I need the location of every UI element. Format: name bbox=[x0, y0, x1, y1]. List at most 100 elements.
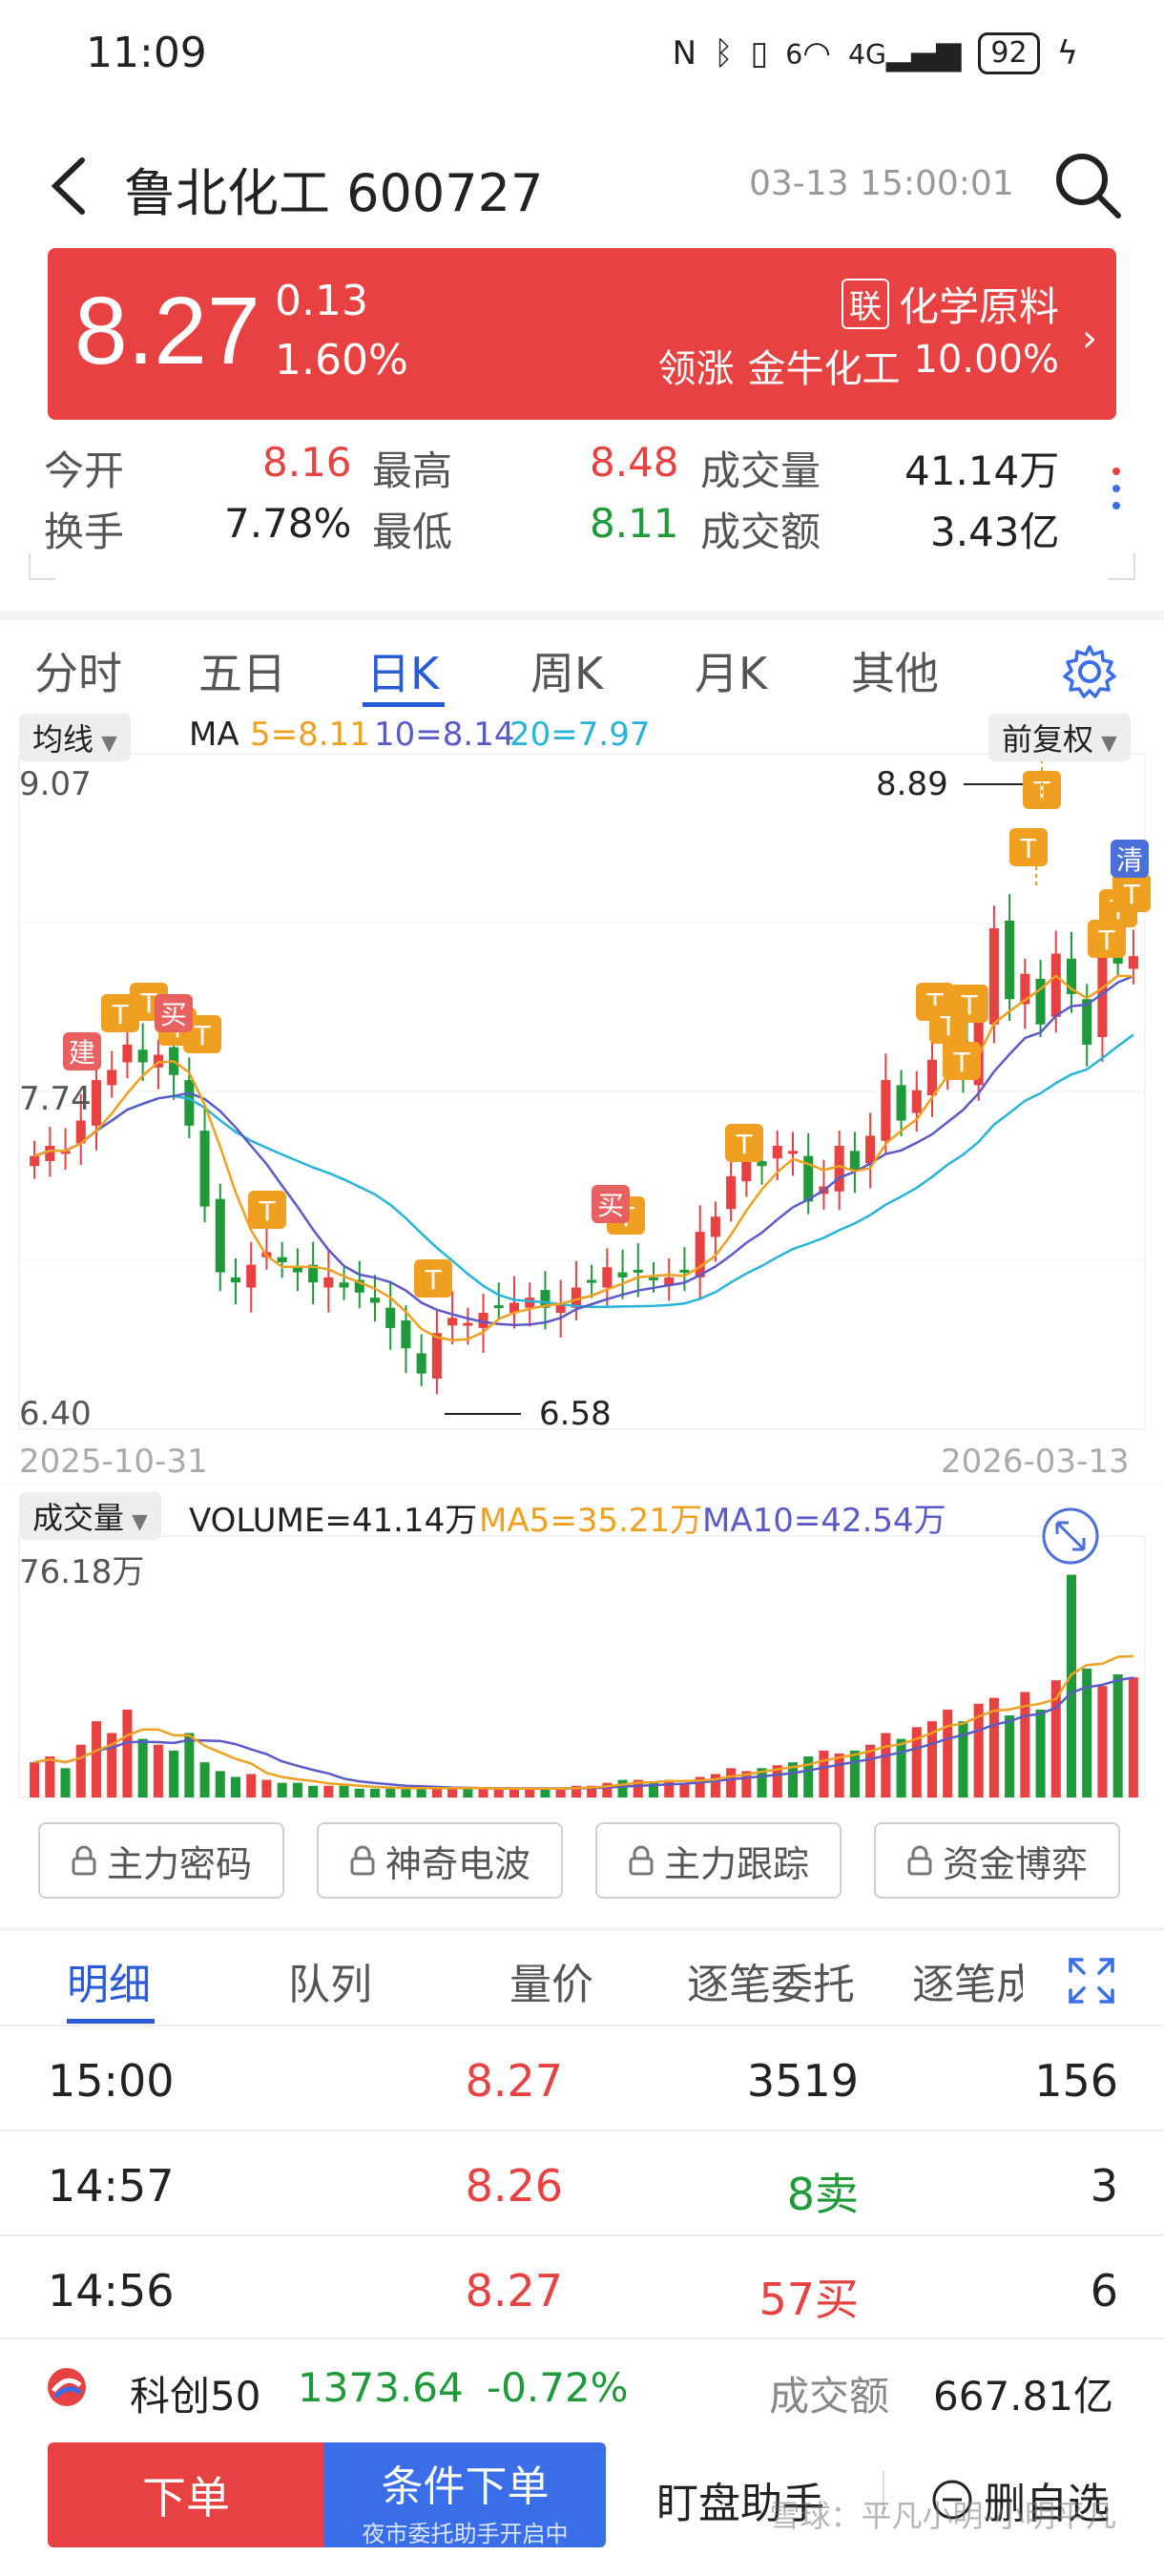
trade-time: 14:56 bbox=[48, 2265, 175, 2316]
volume-ma5-line bbox=[33, 1654, 1133, 1791]
candle-body bbox=[741, 1155, 752, 1182]
volume-bar bbox=[943, 1709, 953, 1797]
volume-bar bbox=[354, 1788, 364, 1797]
volume-ma10-line bbox=[33, 1676, 1134, 1790]
marker-clear: 清 bbox=[1116, 844, 1143, 876]
candle-body bbox=[122, 1044, 133, 1063]
marker-buy-box bbox=[155, 994, 193, 1032]
tab-queue[interactable]: 队列 bbox=[288, 1961, 372, 2009]
volume-bar bbox=[787, 1762, 799, 1797]
expand-icon[interactable] bbox=[1067, 1956, 1116, 2005]
volume-bar bbox=[664, 1779, 675, 1797]
tool-magic-wave[interactable]: 神奇电波 bbox=[317, 1822, 563, 1899]
trade-count: 6 bbox=[1090, 2265, 1118, 2316]
volume-bar bbox=[60, 1768, 71, 1797]
indicator-select[interactable]: 均线 ▼ bbox=[19, 714, 131, 761]
sector-leader[interactable]: 领涨 金牛化工 10.00% bbox=[657, 338, 1059, 393]
amount-label: 成交额 bbox=[700, 509, 821, 555]
monitor-assistant-button[interactable]: 盯盘助手 bbox=[656, 2480, 824, 2528]
y-axis-bottom: 6.40 bbox=[19, 1395, 92, 1433]
high-label: 最高 bbox=[372, 447, 453, 494]
candle-body bbox=[710, 1216, 720, 1237]
volume-bar bbox=[958, 1721, 968, 1797]
tab-weekly-k[interactable]: 周K bbox=[530, 648, 604, 699]
lock-icon bbox=[907, 1845, 932, 1876]
sector-row[interactable]: 联 化学原料 bbox=[841, 275, 1059, 333]
gear-icon[interactable] bbox=[1059, 641, 1120, 702]
remove-watchlist-button[interactable]: 删自选 bbox=[930, 2469, 1110, 2530]
trade-time: 14:57 bbox=[48, 2160, 175, 2212]
volume-bar bbox=[1066, 1574, 1077, 1797]
volume-bar bbox=[292, 1782, 302, 1797]
volume-bar bbox=[75, 1744, 86, 1797]
volume-bar bbox=[431, 1788, 442, 1797]
tool-capital-game[interactable]: 资金博弈 bbox=[874, 1822, 1120, 1899]
open-value: 8.16 bbox=[262, 439, 352, 486]
conditional-order-button[interactable]: 条件下单 夜市委托助手开启中 bbox=[324, 2442, 606, 2547]
volume-bar bbox=[463, 1788, 473, 1797]
ma5-value: 5=8.11 bbox=[250, 716, 370, 754]
volume-bar bbox=[571, 1785, 581, 1797]
back-arrow-icon[interactable] bbox=[42, 153, 99, 219]
volume-bar bbox=[911, 1727, 922, 1797]
volume-value: 41.14万 bbox=[904, 447, 1060, 494]
tab-fenshi[interactable]: 分时 bbox=[34, 648, 122, 699]
adjust-select[interactable]: 前复权 ▼ bbox=[988, 714, 1131, 761]
volume-indicator-select[interactable]: 成交量 ▼ bbox=[19, 1492, 161, 1540]
marker-t-box bbox=[248, 1191, 286, 1229]
marker-build-box bbox=[63, 1032, 101, 1070]
kline-chart-canvas: 建TTTTTTTTTTTTTTTTT买买清 bbox=[0, 744, 1164, 1798]
volume-bar bbox=[199, 1762, 210, 1797]
kline-chart[interactable]: 建TTTTTTTTTTTTTTTTT买买清 均线▼ MA 5=8.11 10=8… bbox=[0, 706, 1164, 1803]
tab-order-by-order[interactable]: 逐笔委托 bbox=[687, 1961, 855, 2009]
candle-body bbox=[1035, 979, 1046, 1025]
y-axis-top: 9.07 bbox=[19, 765, 92, 803]
volume-bar bbox=[416, 1785, 426, 1797]
open-label: 今开 bbox=[44, 447, 125, 494]
tool-label: 神奇电波 bbox=[385, 1842, 530, 1885]
battery-indicator: 92 bbox=[978, 32, 1040, 74]
volume-bar bbox=[679, 1782, 690, 1797]
tab-detail[interactable]: 明细 bbox=[67, 1961, 151, 2009]
conditional-order-sub: 夜市委托助手开启中 bbox=[362, 2521, 569, 2547]
indicator-label: 均线 bbox=[32, 721, 94, 758]
volume-bar bbox=[849, 1750, 860, 1797]
y-axis-mid: 7.74 bbox=[19, 1080, 92, 1118]
volume-bar bbox=[246, 1774, 257, 1797]
quote-stats: 今开 8.16 最高 8.48 成交量 41.14万 换手 7.78% 最低 8… bbox=[29, 439, 1135, 582]
volume-bar bbox=[602, 1782, 613, 1797]
volume-bar bbox=[803, 1755, 814, 1797]
candle-body bbox=[865, 1135, 876, 1164]
conditional-order-label: 条件下单 bbox=[381, 2462, 550, 2511]
index-ticker-bar[interactable]: 科创50 1373.64 -0.72% 成交额 667.81亿 bbox=[0, 2337, 1164, 2433]
volume-bar bbox=[107, 1733, 117, 1797]
tab-daily-k[interactable]: 日K bbox=[366, 648, 440, 699]
price-card[interactable]: 8.27 0.13 1.60% 联 化学原料 领涨 金牛化工 10.00% › bbox=[48, 248, 1116, 420]
tab-monthly-k[interactable]: 月K bbox=[695, 648, 768, 699]
volume-bar bbox=[881, 1733, 891, 1797]
volume-bar bbox=[169, 1750, 179, 1797]
tool-main-force-code[interactable]: 主力密码 bbox=[38, 1822, 284, 1899]
candle-body bbox=[926, 1059, 938, 1095]
candle-body bbox=[602, 1267, 613, 1288]
tool-main-force-tracking[interactable]: 主力跟踪 bbox=[595, 1822, 842, 1899]
trade-volume: 8卖 bbox=[786, 2169, 859, 2220]
more-dots-icon[interactable] bbox=[1107, 458, 1126, 534]
low-label: 最低 bbox=[372, 509, 453, 555]
corner-bracket bbox=[29, 553, 55, 580]
trade-count: 3 bbox=[1090, 2160, 1118, 2212]
tab-wuri[interactable]: 五日 bbox=[198, 648, 286, 699]
tab-other[interactable]: 其他 bbox=[851, 648, 939, 699]
tab-volume-price[interactable]: 量价 bbox=[509, 1961, 593, 2009]
marker-t: T bbox=[258, 1195, 276, 1227]
search-icon[interactable] bbox=[1050, 147, 1126, 223]
candle-body bbox=[849, 1151, 860, 1172]
candle-body bbox=[91, 1080, 102, 1126]
place-order-button[interactable]: 下单 bbox=[48, 2442, 324, 2547]
trade-price: 8.27 bbox=[465, 2265, 563, 2316]
tab-trade-by-trade[interactable]: 逐笔成 bbox=[912, 1961, 1023, 2009]
volume-bar bbox=[339, 1785, 349, 1797]
candle-body bbox=[1020, 973, 1030, 1005]
candle-body bbox=[664, 1277, 675, 1285]
date-end: 2026-03-13 bbox=[941, 1443, 1130, 1481]
